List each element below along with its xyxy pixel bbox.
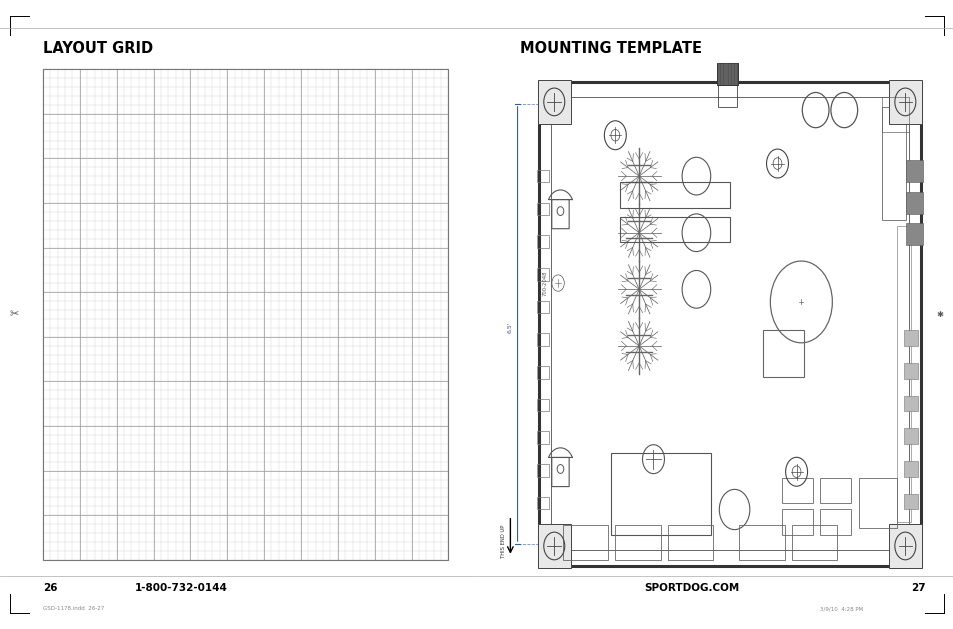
Text: GSD-1178.indd  26-27: GSD-1178.indd 26-27	[43, 606, 104, 611]
Text: 700-2048: 700-2048	[541, 270, 547, 296]
Bar	[610, 453, 710, 535]
Bar	[903, 330, 917, 346]
Bar	[717, 63, 737, 85]
Bar	[820, 509, 850, 535]
Bar	[905, 192, 923, 214]
Text: MOUNTING TEMPLATE: MOUNTING TEMPLATE	[519, 42, 701, 57]
Bar	[718, 85, 737, 107]
Text: SPORTDOG.COM: SPORTDOG.COM	[643, 583, 739, 593]
Bar	[905, 160, 923, 182]
Bar	[905, 223, 923, 245]
Bar	[896, 226, 910, 522]
Bar	[536, 203, 548, 215]
Bar	[536, 399, 548, 411]
Bar	[536, 431, 548, 444]
Bar	[820, 478, 850, 503]
Bar	[536, 235, 548, 248]
Bar	[887, 80, 921, 124]
Bar	[903, 428, 917, 444]
Bar	[536, 170, 548, 182]
Bar	[536, 333, 548, 346]
Bar	[858, 478, 896, 528]
Bar	[903, 494, 917, 509]
Bar	[667, 525, 713, 560]
Text: ✱: ✱	[935, 310, 943, 319]
Bar	[903, 363, 917, 379]
Bar	[762, 330, 802, 377]
Bar	[551, 97, 907, 550]
Bar	[619, 182, 729, 208]
Text: 26: 26	[43, 583, 57, 593]
Bar	[781, 478, 812, 503]
Text: 27: 27	[910, 583, 924, 593]
Bar	[791, 525, 837, 560]
Text: 6.5': 6.5'	[507, 321, 513, 333]
Text: THIS END UP: THIS END UP	[500, 524, 505, 558]
Text: LAYOUT GRID: LAYOUT GRID	[43, 42, 152, 57]
Bar	[887, 524, 921, 568]
Bar	[43, 69, 448, 560]
Bar	[619, 217, 729, 242]
Text: 1-800-732-0144: 1-800-732-0144	[134, 583, 228, 593]
Bar	[536, 301, 548, 313]
Bar	[536, 497, 548, 509]
Bar	[537, 80, 570, 124]
Text: 3/9/10  4:28 PM: 3/9/10 4:28 PM	[820, 606, 862, 611]
Bar	[536, 464, 548, 477]
Bar	[739, 525, 783, 560]
Bar	[536, 366, 548, 379]
Bar	[537, 524, 570, 568]
Bar	[781, 509, 812, 535]
Bar	[538, 82, 920, 566]
Bar	[615, 525, 659, 560]
Bar	[882, 97, 907, 132]
Bar	[882, 107, 905, 220]
Text: ✂: ✂	[10, 309, 19, 320]
Bar	[562, 525, 608, 560]
Bar	[536, 268, 548, 281]
Bar	[903, 396, 917, 411]
Bar	[903, 461, 917, 477]
